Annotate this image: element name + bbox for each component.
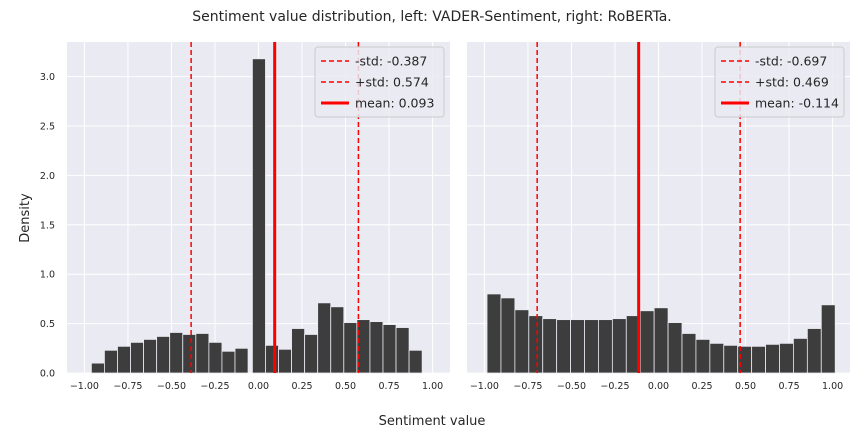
y-tick-label: 0.5 — [40, 319, 55, 330]
histogram-bar — [104, 349, 118, 374]
x-tick-label: 0.50 — [735, 381, 756, 392]
histogram-bar — [570, 319, 585, 374]
histogram-bar — [695, 339, 711, 374]
histogram-bar — [265, 344, 279, 374]
y-tick-label: 0.0 — [40, 369, 55, 380]
histogram-bar — [169, 332, 184, 374]
y-axis-label: Density — [18, 193, 33, 243]
histogram-bar — [291, 328, 306, 374]
histogram-bar — [278, 348, 292, 374]
histogram-bar — [793, 338, 808, 374]
histogram-bar — [765, 343, 780, 374]
histogram-bar — [611, 318, 627, 374]
histogram-bar — [639, 310, 655, 374]
y-tick-label: 1.0 — [40, 270, 55, 281]
legend-std-minus-label: -std: -0.697 — [755, 54, 827, 69]
histogram-bar — [195, 333, 210, 374]
x-axis-label: Sentiment value — [379, 414, 486, 429]
x-tick-label: 1.00 — [822, 381, 843, 392]
histogram-bar — [182, 334, 197, 374]
x-tick-label: −0.25 — [200, 381, 229, 392]
x-tick-label: −0.50 — [557, 381, 586, 392]
figure-title: Sentiment value distribution, left: VADE… — [192, 9, 672, 25]
x-tick-label: 0.25 — [291, 381, 312, 392]
x-tick-label: 0.00 — [248, 381, 269, 392]
y-tick-label: 1.5 — [40, 220, 55, 231]
histogram-bar — [317, 302, 332, 374]
y-tick-label: 3.0 — [40, 72, 55, 83]
histogram-bar — [709, 342, 725, 374]
x-tick-label: 0.75 — [378, 381, 399, 392]
histogram-bar — [130, 341, 145, 374]
x-tick-label: −0.75 — [113, 381, 142, 392]
x-tick-label: −0.75 — [513, 381, 542, 392]
histogram-bar — [408, 349, 423, 374]
histogram-bar — [143, 339, 158, 374]
panel-1: −1.00 −0.75 −0.50 −0.25 0.00 0.25 0.50 0.75 1.00… — [40, 42, 450, 392]
histogram-bar — [681, 333, 697, 374]
histogram-bar — [542, 318, 558, 374]
histogram-bar — [382, 324, 397, 374]
x-tick-label: 1.00 — [422, 381, 443, 392]
histogram-bar — [653, 307, 669, 374]
histogram-bar — [343, 322, 358, 374]
panel-2: −1.00 −0.75 −0.50 −0.25 0.00 0.25 0.50 0.75 1.00… — [467, 42, 850, 392]
legend-mean-label: mean: -0.114 — [755, 96, 839, 111]
histogram-bar — [90, 362, 105, 374]
x-tick-label: −1.00 — [470, 381, 499, 392]
histogram-bar — [395, 327, 410, 374]
histogram-bar — [369, 321, 384, 374]
histogram-bar — [514, 309, 530, 374]
histogram-bar — [806, 328, 822, 374]
histogram-bar — [667, 322, 683, 374]
y-tick-label: 2.0 — [40, 171, 55, 182]
histogram-bar — [304, 334, 319, 374]
x-tick-label: 0.25 — [691, 381, 712, 392]
x-tick-label: −1.00 — [70, 381, 99, 392]
histogram-bar — [751, 345, 766, 374]
histogram-bar — [221, 350, 236, 374]
legend-box — [314, 46, 445, 118]
histogram-bar — [556, 319, 571, 374]
histogram-bar — [156, 336, 171, 374]
histogram-bar — [723, 344, 739, 374]
panels: −1.00 −0.75 −0.50 −0.25 0.00 0.25 0.50 0.75 1.00… — [40, 42, 850, 392]
x-tick-label: 0.75 — [778, 381, 799, 392]
legend-mean-label: mean: 0.093 — [355, 96, 434, 111]
y-tick-label: 2.5 — [40, 121, 55, 132]
x-tick-label: 0.00 — [648, 381, 669, 392]
histogram-bar — [234, 347, 249, 374]
x-tick-label: −0.50 — [157, 381, 186, 392]
legend-box — [714, 46, 845, 118]
histogram-bar — [117, 345, 131, 374]
legend-std-minus-label: -std: -0.387 — [355, 54, 427, 69]
histogram-bar — [330, 306, 345, 374]
legend: -std: -0.387 +std: 0.574 mean: 0.093 — [314, 46, 445, 118]
histogram-bar — [252, 58, 266, 374]
histogram-bar — [208, 341, 223, 374]
histogram-bar — [598, 319, 613, 374]
histogram-bar — [528, 315, 544, 374]
histogram-bar — [584, 319, 599, 374]
legend-std-plus-label: +std: 0.469 — [755, 75, 829, 90]
x-tick-label: 0.50 — [335, 381, 356, 392]
histogram-bar — [820, 304, 836, 374]
legend-std-plus-label: +std: 0.574 — [355, 75, 429, 90]
histogram-bar — [486, 293, 502, 374]
histogram-bar — [500, 297, 516, 374]
x-tick-label: −0.25 — [600, 381, 629, 392]
histogram-bar — [779, 342, 794, 374]
legend: -std: -0.697 +std: 0.469 mean: -0.114 — [714, 46, 845, 118]
